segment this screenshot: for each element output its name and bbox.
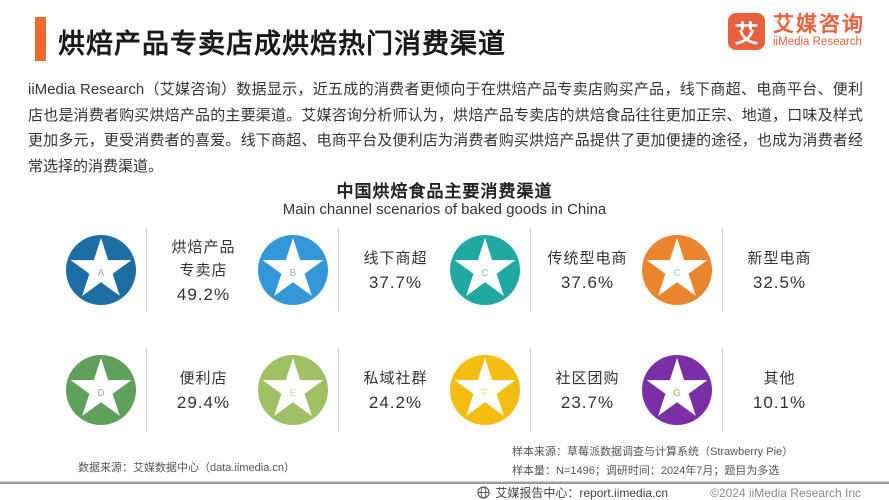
badge-letter: B: [290, 268, 297, 279]
badge-letter: C: [673, 268, 680, 279]
badge-letter: G: [673, 388, 681, 399]
channel-name: 传统型电商: [547, 250, 628, 267]
iimedia-logo-text: 艾媒咨询 iiMedia Research: [773, 13, 865, 49]
channel-name: 便利店: [179, 370, 228, 387]
divider: [722, 228, 723, 312]
channel-item: G 其他 10.1%: [642, 347, 834, 433]
report-center-link: 艾媒报告中心：report.iimedia.cn: [495, 486, 669, 500]
channel-item: B 线下商超 37.7%: [258, 227, 450, 313]
channel-name: 烘焙产品 专卖店: [171, 238, 236, 279]
iimedia-logo-icon: 艾: [728, 13, 765, 50]
channel-value: 37.6%: [560, 273, 615, 292]
divider: [338, 348, 339, 432]
channel-grid: A 烘焙产品 专卖店 49.2% B 线下商超 37.7%: [66, 227, 834, 433]
channel-item: D 便利店 29.4%: [66, 347, 258, 433]
iimedia-logo: 艾 艾媒咨询 iiMedia Research: [728, 13, 865, 50]
channel-value: 49.2%: [176, 284, 231, 304]
star-badge-icon: A: [66, 235, 136, 305]
channel-value: 29.4%: [176, 393, 231, 412]
channel-item: C 新型电商 32.5%: [642, 227, 834, 313]
channel-name: 新型电商: [747, 250, 812, 267]
star-badge-icon: G: [642, 355, 712, 425]
divider: [146, 348, 147, 432]
chart-title: 中国烘焙食品主要消费渠道: [336, 182, 553, 201]
divider: [338, 228, 339, 312]
sample-source-note: 样本来源：草莓派数据调查与计算系统（Strawberry Pie）: [512, 446, 794, 458]
badge-letter: E: [290, 388, 297, 399]
data-source-note: 数据来源：艾媒数据中心（data.iimedia.cn）: [78, 462, 295, 474]
logo-name-en: iiMedia Research: [773, 36, 862, 49]
star-badge-icon: C: [642, 235, 712, 305]
divider: [530, 228, 531, 312]
divider: [530, 348, 531, 432]
footer: 艾媒报告中心：report.iimedia.cn ©2024 iiMedia R…: [477, 485, 861, 500]
channel-value: 10.1%: [752, 393, 807, 412]
divider: [146, 228, 147, 312]
channel-value: 37.7%: [368, 273, 423, 292]
channel-value: 32.5%: [752, 273, 807, 292]
badge-letter: F: [482, 388, 488, 399]
channel-item: C 传统型电商 37.6%: [450, 227, 642, 313]
channel-name: 其他: [763, 370, 796, 387]
star-badge-icon: F: [450, 355, 520, 425]
channel-name: 私域社群: [363, 370, 428, 387]
channel-name: 线下商超: [363, 250, 428, 267]
badge-letter: C: [481, 268, 488, 279]
logo-name-cn: 艾媒咨询: [773, 13, 865, 37]
channel-item: E 私域社群 24.2%: [258, 347, 450, 433]
page-title: 烘焙产品专卖店成烘焙热门消费渠道: [58, 29, 506, 59]
badge-letter: D: [97, 388, 104, 399]
title-accent-bar: [35, 17, 46, 61]
channel-value: 23.7%: [560, 393, 615, 412]
channel-item: F 社区团购 23.7%: [450, 347, 642, 433]
channel-item: A 烘焙产品 专卖店 49.2%: [66, 227, 258, 313]
star-badge-icon: D: [66, 355, 136, 425]
footer-divider: [0, 481, 889, 484]
sample-notes: 样本来源：草莓派数据调查与计算系统（Strawberry Pie） 样本量：N=…: [512, 443, 793, 481]
globe-icon: [477, 486, 490, 499]
channel-name: 社区团购: [555, 370, 620, 387]
star-badge-icon: C: [450, 235, 520, 305]
star-badge-icon: B: [258, 235, 328, 305]
intro-paragraph: iiMedia Research（艾媒咨询）数据显示，近五成的消费者更倾向于在烘…: [28, 81, 863, 175]
copyright-text: ©2024 iiMedia Research Inc: [710, 485, 861, 500]
chart-subtitle: Main channel scenarios of baked goods in…: [282, 201, 607, 218]
star-badge-icon: E: [258, 355, 328, 425]
badge-letter: A: [98, 268, 105, 279]
channel-value: 24.2%: [368, 393, 423, 412]
divider: [722, 348, 723, 432]
sample-info-note: 样本量：N=1496；调研时间：2024年7月；题目为多选: [512, 465, 780, 477]
